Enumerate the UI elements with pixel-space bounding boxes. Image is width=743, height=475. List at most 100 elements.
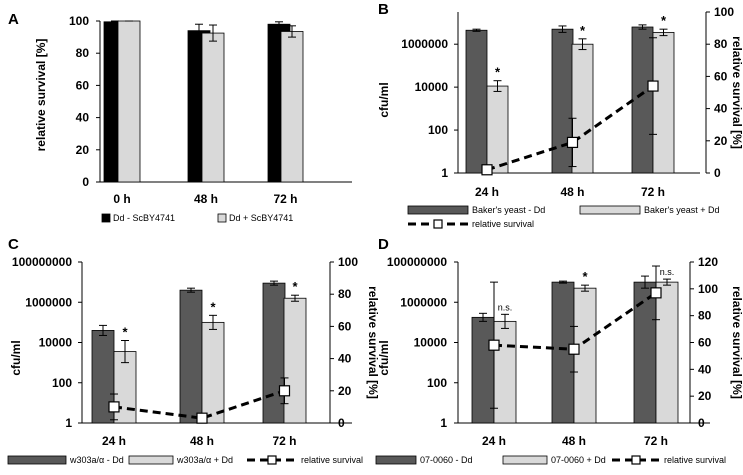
panel-a-ytick-label: 0: [82, 175, 89, 189]
panel-a-bar-plus-1: [201, 32, 225, 183]
panel-c-y2tick-label: 40: [338, 352, 352, 366]
panel-d-sig-0: n.s.: [498, 302, 513, 312]
panel-c-bar-minus-2: [262, 282, 286, 424]
panel-d-bar-plus-2: [655, 281, 679, 424]
panel-b-bar-minus-1: [551, 28, 574, 174]
panel-c-legend-swatch-0: [7, 455, 67, 465]
panel-d-bar-minus-0: [471, 316, 495, 424]
panel-c-y2tick-label: 0: [338, 416, 345, 430]
panel-a-ytick-label: 40: [76, 111, 90, 125]
panel-b-legend-label-1: Baker's yeast + Dd: [644, 205, 720, 215]
panel-a-xtick-label: 48 h: [194, 192, 218, 206]
panel-c-y2label: relative survival [%]: [366, 286, 380, 399]
panel-c-survival-line: [113, 389, 285, 420]
panel-d-y2tick-label: 0: [698, 416, 705, 430]
panel-a-legend-swatch-0: [101, 213, 111, 223]
panel-d-ytick-label: 10000: [414, 336, 448, 350]
panel-c-bar-plus-2: [283, 297, 307, 424]
panel-b-bar-plus-1: [571, 43, 594, 174]
panel-c-legend-line-marker: [267, 455, 277, 465]
panel-d-ytick-label: 1000000: [400, 295, 447, 309]
panel-c-sig-0: *: [122, 324, 128, 339]
panel-d-legend-line-marker: [631, 455, 641, 465]
panel-b-legend-swatch-0: [407, 205, 469, 215]
panel-a-legend-swatch-1: [217, 213, 227, 223]
panel-a-xtick-label: 0 h: [113, 192, 130, 206]
panel-c-letter: C: [8, 236, 19, 253]
panel-c-y2tick-label: 80: [338, 287, 352, 301]
panel-a-bar-plus-0: [117, 20, 141, 183]
panel-a-legend-label-1: Dd + ScBY4741: [229, 213, 293, 223]
panel-c-ytick-label: 10000: [39, 336, 73, 350]
panel-a-ytick-label: 100: [69, 14, 89, 28]
panel-b-bar-minus-0: [465, 29, 488, 174]
panel-c-legend-label-1: w303a/α + Dd: [176, 455, 233, 465]
panel-b-legend-line-label: relative survival: [472, 219, 534, 229]
panel-c-xtick-label: 72 h: [272, 434, 296, 448]
panel-d-y2tick-label: 100: [698, 282, 718, 296]
panel-d-survival-point-0: [488, 339, 500, 351]
panel-a-xtick-label: 72 h: [273, 192, 297, 206]
panel-b-legend-line-marker: [433, 219, 443, 229]
panel-d-legend-label-0: 07-0060 - Dd: [420, 455, 473, 465]
panel-b-legend-swatch-1: [579, 205, 641, 215]
panel-b-ytick-label: 100: [428, 123, 448, 137]
panel-c-survival-point-2: [278, 385, 291, 397]
panel-b-y2tick-label: 80: [714, 37, 728, 51]
panel-c-sig-2: *: [292, 279, 298, 294]
panel-b-ytick-label: 10000: [415, 80, 449, 94]
panel-d-ylabel: cfu/ml: [377, 340, 391, 375]
panel-b-sig-0: *: [495, 65, 501, 80]
panel-d-survival-point-2: [650, 287, 662, 299]
panel-d-survival-point-1: [568, 343, 580, 355]
panel-a-legend-label-0: Dd - ScBY4741: [113, 213, 175, 223]
panel-b-survival-line: [486, 84, 654, 172]
panel-b-ylabel: cfu/ml: [377, 82, 391, 117]
panel-b-xtick-label: 72 h: [641, 185, 665, 199]
panel-b-y2tick-label: 100: [714, 5, 734, 19]
panel-c-y2tick-label: 20: [338, 384, 352, 398]
panel-d-sig-1: *: [582, 269, 588, 284]
panel-d-legend-swatch-0: [375, 455, 417, 465]
panel-b-y2tick-label: 60: [714, 69, 728, 83]
panel-c-ytick-label: 1000000: [25, 295, 72, 309]
panel-c-ylabel: cfu/ml: [9, 340, 23, 375]
panel-b-ytick-label: 1: [441, 166, 448, 180]
panel-b-y2label: relative survival [%]: [730, 36, 743, 149]
panel-c-bar-plus-1: [201, 321, 225, 424]
panel-c-ytick-label: 100: [52, 376, 72, 390]
panel-b-legend-label-0: Baker's yeast - Dd: [472, 205, 545, 215]
panel-d-letter: D: [378, 236, 389, 253]
panel-a-letter: A: [8, 11, 19, 28]
panel-c-bar-minus-1: [179, 289, 203, 424]
panel-d-y2tick-label: 60: [698, 336, 712, 350]
panel-c-legend-line-label: relative survival: [301, 455, 363, 465]
panel-b-ytick-label: 1000000: [401, 37, 448, 51]
panel-b-xtick-label: 24 h: [475, 185, 499, 199]
panel-d-xtick-label: 48 h: [562, 434, 586, 448]
panel-a-ytick-label: 20: [76, 143, 90, 157]
panel-b-y2tick-label: 20: [714, 134, 728, 148]
panel-c-y2tick-label: 100: [338, 255, 358, 269]
panel-c-xtick-label: 48 h: [190, 434, 214, 448]
panel-b-survival-point-0: [481, 164, 493, 176]
panel-d-xtick-label: 72 h: [644, 434, 668, 448]
panel-a-ytick-label: 80: [76, 46, 90, 60]
panel-d-bar-plus-1: [573, 287, 597, 424]
panel-c-survival-point-0: [108, 401, 120, 413]
panel-c-ytick-label: 100000000: [12, 255, 72, 269]
panel-b-y2tick-label: 0: [714, 166, 721, 180]
panel-b-letter: B: [378, 1, 389, 18]
panel-d-ytick-label: 100000000: [387, 255, 447, 269]
panel-d-bar-minus-2: [633, 281, 657, 424]
panel-b-sig-2: *: [661, 13, 667, 28]
panel-c-legend-swatch-1: [128, 455, 174, 465]
panel-b-sig-1: *: [580, 23, 586, 38]
panel-c-xtick-label: 24 h: [102, 434, 126, 448]
panel-d-y2tick-label: 20: [698, 389, 712, 403]
panel-d-ytick-label: 1: [440, 416, 447, 430]
panel-b-y2tick-label: 40: [714, 102, 728, 116]
panel-a-bar-plus-2: [280, 31, 304, 183]
panel-b-xtick-label: 48 h: [560, 185, 584, 199]
